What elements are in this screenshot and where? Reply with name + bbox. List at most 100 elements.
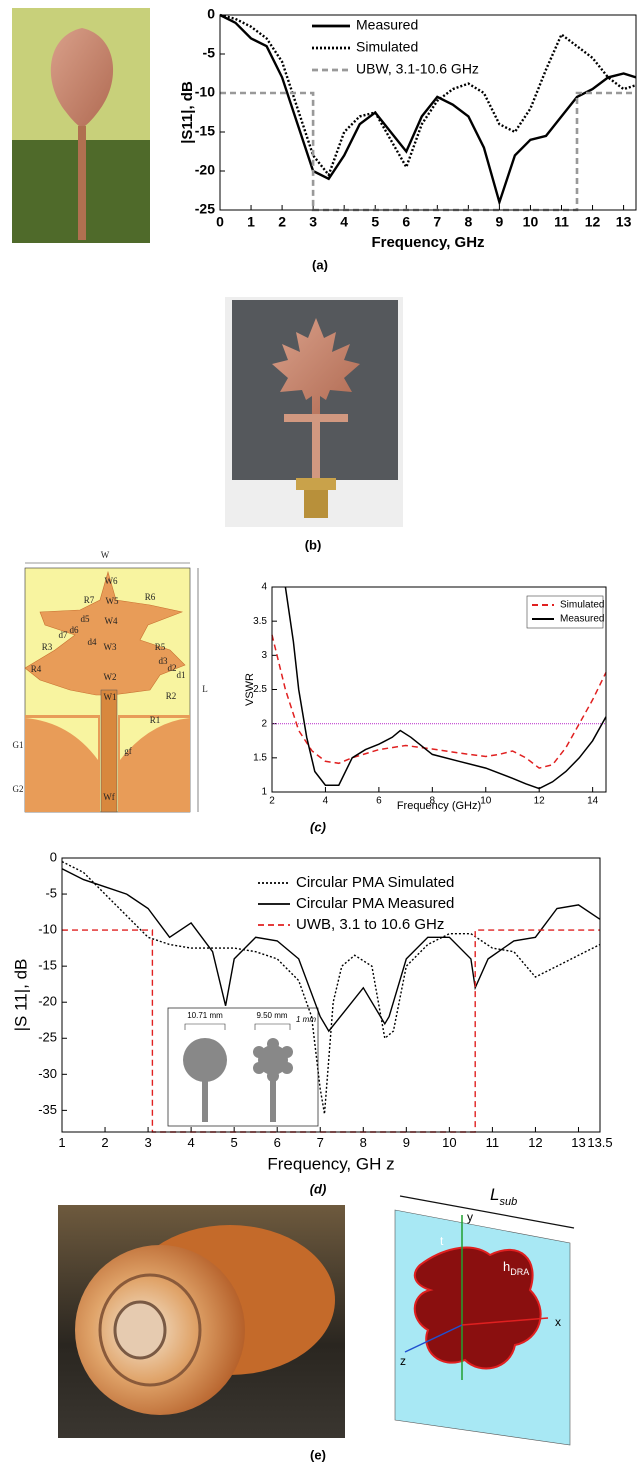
- y-tick-label: 1.5: [253, 752, 267, 763]
- dim-lsub: [399, 1195, 575, 1229]
- panel-label: (b): [305, 537, 322, 552]
- dim-label: W5: [106, 596, 119, 606]
- x-tick-label: 3: [309, 213, 317, 229]
- x-tick-label: 10: [480, 796, 492, 807]
- axis-label: y: [467, 1210, 473, 1224]
- x-tick-label: 2: [278, 213, 286, 229]
- dim-label: 1 mm: [296, 1015, 316, 1024]
- y-tick-label: -10: [38, 922, 57, 937]
- dim-label: W1: [104, 692, 117, 702]
- dim-label: Lsub: [490, 1185, 517, 1207]
- y-axis-label: VSWR: [244, 673, 256, 706]
- x-tick-label: 10: [523, 213, 539, 229]
- z-axis: [404, 1324, 463, 1353]
- dim-label: d4: [88, 637, 98, 647]
- dim-label: R5: [155, 642, 166, 652]
- x-tick-label: 2: [101, 1135, 108, 1150]
- x-tick-label: 13: [571, 1135, 585, 1150]
- y-tick-label: 1: [261, 787, 267, 798]
- y-tick-label: -10: [195, 84, 215, 100]
- x-tick-label: 8: [464, 213, 472, 229]
- x-tick-label: 1: [247, 213, 255, 229]
- dra: [413, 1246, 542, 1370]
- x-tick-label: 7: [433, 213, 441, 229]
- y-tick-label: -35: [38, 1102, 57, 1117]
- y-tick-label: -20: [38, 994, 57, 1009]
- x-tick-label: 4: [188, 1135, 195, 1150]
- x-axis-label: Frequency, GH z: [267, 1154, 394, 1173]
- panel-label: (c): [310, 819, 326, 834]
- x-tick-label: 12: [585, 213, 601, 229]
- dim-label: R4: [31, 664, 42, 674]
- x-tick-label: 8: [430, 796, 436, 807]
- x-tick-label: 6: [274, 1135, 281, 1150]
- x-tick-label: 14: [587, 796, 599, 807]
- shell-whorl: [98, 1273, 202, 1387]
- dim-label: d3: [159, 656, 169, 666]
- legend-label: Simulated: [356, 39, 418, 55]
- y-tick-label: 2.5: [253, 684, 267, 695]
- ground: [25, 715, 190, 812]
- x-axis: [461, 1317, 549, 1326]
- dim-label: L: [202, 684, 208, 694]
- x-tick-label: 11: [554, 213, 569, 229]
- series-line: [61, 860, 601, 1115]
- x-tick-label: 5: [371, 213, 379, 229]
- dim-label: d1: [177, 670, 186, 680]
- x-tick-label: 12: [528, 1135, 542, 1150]
- feed: [78, 126, 86, 240]
- plot-frame: [61, 857, 601, 1133]
- y-tick-label: -15: [38, 958, 57, 973]
- series-line: [271, 634, 607, 769]
- dim-label: gf: [124, 746, 132, 756]
- dim-label: R6: [145, 592, 156, 602]
- photo-a: [12, 8, 150, 243]
- y-axis-label: |S 11|, dB: [11, 959, 30, 1032]
- dim-label: sub: [499, 1196, 517, 1208]
- y-tick-label: 0: [207, 6, 215, 22]
- patch: [50, 28, 114, 128]
- connector: [296, 478, 336, 490]
- x-tick-label: 4: [323, 796, 329, 807]
- y-tick-label: -20: [195, 162, 215, 178]
- dim-label: 9.50 mm: [256, 1011, 287, 1020]
- diagram-e: Lsub y x z t hDRA: [394, 1185, 575, 1446]
- y-tick-label: -15: [195, 123, 215, 139]
- dim-label: L: [490, 1185, 499, 1204]
- circular-patch: [183, 1038, 227, 1082]
- dim-label: R2: [166, 691, 177, 701]
- feed: [100, 689, 118, 813]
- y-tick-label: -30: [38, 1066, 57, 1081]
- dimension: [184, 1023, 291, 1030]
- x-tick-label: 8: [360, 1135, 367, 1150]
- dim-label: DRA: [510, 1267, 529, 1277]
- dim-label: d5: [81, 614, 91, 624]
- y-tick-label: 3: [261, 650, 267, 661]
- photo-b: [225, 297, 403, 527]
- x-tick-label: 4: [340, 213, 348, 229]
- dim-label: h: [503, 1259, 510, 1274]
- legend-label: Measured: [560, 614, 604, 625]
- maple-patch: [272, 318, 360, 414]
- x-tick-label: 1: [58, 1135, 65, 1150]
- x-axis-label: Frequency, GHz: [371, 234, 484, 251]
- y-axis-label: |S11|, dB: [179, 81, 196, 144]
- y-tick-label: -5: [45, 885, 57, 900]
- x-tick-label: 12: [534, 796, 546, 807]
- legend-label: Circular PMA Simulated: [296, 874, 454, 891]
- series-line: [61, 868, 601, 1033]
- x-tick-label: 13.5: [587, 1135, 612, 1150]
- y-tick-label: -5: [203, 45, 216, 61]
- series-line: [284, 586, 607, 790]
- legend-label: Simulated: [560, 600, 604, 611]
- dim-label: 10.71 mm: [187, 1011, 223, 1020]
- inset-d: 10.71 mm 9.50 mm 1 mm: [167, 1007, 319, 1127]
- dim-label: t: [440, 1234, 444, 1248]
- dim-label: W6: [105, 576, 118, 586]
- axis-label: x: [555, 1315, 561, 1329]
- x-tick-label: 10: [442, 1135, 456, 1150]
- dim-label: R1: [150, 715, 161, 725]
- feed: [312, 414, 320, 480]
- diagram-c: W W6 R7 W5 R6 d7 d6 d5 W4 W3 d4 R3 R5 R4…: [13, 550, 208, 813]
- dim-label: d7: [59, 630, 69, 640]
